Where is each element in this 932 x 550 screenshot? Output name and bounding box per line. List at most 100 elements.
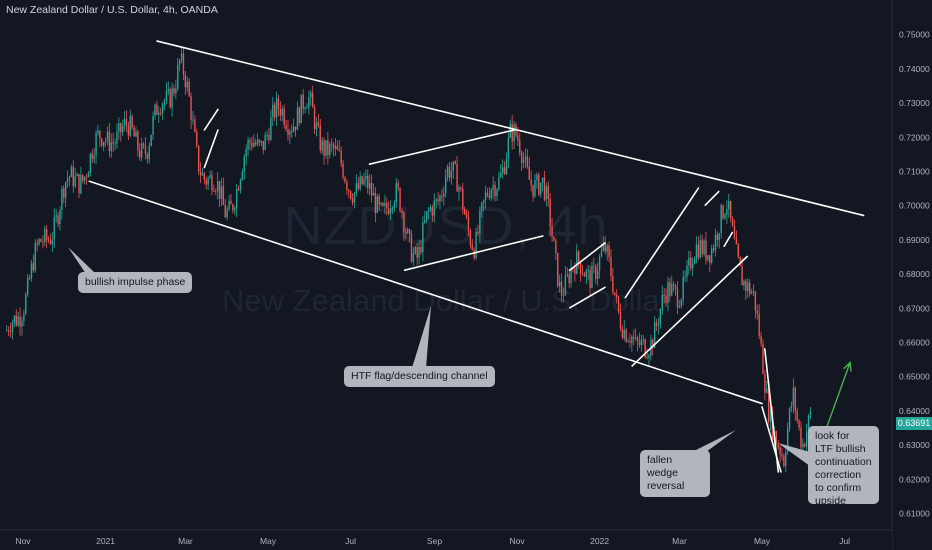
down-candle-body [731, 218, 734, 227]
down-candle-body [85, 176, 88, 178]
up-candle-body [102, 142, 105, 146]
up-candle-body [74, 176, 76, 187]
down-candle-body [40, 239, 42, 242]
up-candle-body [116, 131, 118, 144]
up-candle-body [104, 140, 107, 143]
down-candle-body [215, 191, 217, 192]
up-candle-body [424, 219, 426, 223]
up-candle-body [446, 166, 449, 178]
up-candle-body [44, 229, 46, 243]
down-candle-body [342, 163, 344, 178]
down-candle-body [237, 188, 240, 191]
up-candle-body [807, 415, 810, 433]
price-tick-label: 0.67000 [899, 303, 930, 313]
up-candle-body [270, 116, 272, 140]
up-candle-body [541, 177, 544, 183]
up-candle-body [691, 263, 694, 269]
down-candle-body [469, 230, 472, 245]
up-candle-body [631, 336, 633, 343]
callout-wedge[interactable]: fallen wedge reversal [640, 450, 710, 497]
down-candle-body [638, 341, 641, 346]
callout-impulse-pointer [68, 247, 96, 274]
down-candle-body [47, 240, 50, 242]
down-candle-body [311, 92, 314, 108]
down-candle-body [262, 141, 264, 150]
callout-impulse[interactable]: bullish impulse phase [78, 272, 193, 293]
up-candle-body [684, 276, 686, 278]
down-candle-body [144, 145, 147, 154]
up-candle-body [501, 167, 504, 174]
down-candle-body [672, 284, 675, 286]
up-candle-body [785, 452, 787, 466]
up-candle-body [154, 104, 156, 116]
down-candle-body [340, 150, 342, 164]
down-candle-body [471, 244, 473, 250]
down-candle-body [251, 142, 253, 147]
down-candle-body [748, 282, 751, 294]
down-candle-body [519, 140, 521, 153]
down-candle-body [397, 183, 399, 189]
up-candle-body [186, 81, 188, 88]
up-candle-body [83, 176, 86, 181]
up-candle-body [718, 233, 720, 241]
up-candle-body [500, 173, 502, 177]
down-candle-body [99, 130, 101, 139]
down-candle-body [555, 240, 557, 253]
trendline-flag-small-upper [203, 108, 219, 131]
down-candle-body [127, 125, 130, 136]
down-candle-body [42, 241, 44, 243]
down-candle-body [190, 96, 192, 121]
down-candle-body [146, 153, 149, 159]
down-candle-body [739, 257, 741, 267]
down-candle-body [224, 204, 226, 218]
up-candle-body [475, 231, 477, 259]
up-candle-body [201, 173, 204, 176]
up-candle-body [640, 339, 643, 346]
callout-channel[interactable]: HTF flag/descending channel [344, 366, 495, 387]
time-tick-label: Jul [345, 536, 356, 546]
up-candle-body [135, 131, 137, 137]
up-candle-body [707, 255, 709, 261]
up-candle-body [728, 200, 730, 210]
down-candle-body [494, 185, 496, 197]
trendline-top-flag-lower [723, 231, 734, 248]
down-candle-body [298, 107, 301, 123]
callout-ltf-line: correction [815, 469, 862, 481]
symbol-title[interactable]: New Zealand Dollar / U.S. Dollar, 4h, OA… [6, 4, 218, 16]
trendline-flag-small-lower [203, 129, 219, 169]
down-candle-body [78, 174, 80, 194]
down-candle-body [194, 119, 196, 132]
up-candle-body [55, 215, 57, 218]
up-candle-body [505, 159, 508, 174]
up-candle-body [587, 270, 589, 272]
down-candle-body [636, 337, 639, 342]
callout-pointers [68, 247, 810, 466]
up-candle-body [167, 88, 169, 92]
up-candle-body [444, 177, 447, 194]
down-candle-body [420, 247, 422, 253]
callout-ltf-line: upside [815, 495, 846, 507]
callout-wedge-line: fallen wedge [647, 454, 678, 479]
up-candle-body [207, 178, 209, 185]
callout-ltf[interactable]: look for LTF bullish continuation correc… [808, 426, 879, 507]
down-candle-body [583, 274, 586, 277]
up-candle-body [17, 316, 19, 326]
up-candle-body [234, 208, 236, 211]
up-candle-body [443, 193, 445, 197]
down-candle-body [437, 199, 439, 202]
down-candle-body [348, 190, 350, 192]
up-candle-body [158, 112, 160, 115]
up-candle-body [667, 282, 669, 303]
down-candle-body [767, 388, 770, 422]
up-candle-body [564, 275, 567, 296]
up-candle-body [34, 243, 36, 271]
up-candle-body [507, 137, 510, 160]
price-tick-label: 0.75000 [899, 30, 930, 40]
up-candle-body [304, 108, 306, 110]
down-candle-body [800, 427, 802, 448]
down-candle-body [614, 292, 616, 295]
down-candle-body [302, 94, 304, 109]
up-candle-body [648, 355, 650, 359]
